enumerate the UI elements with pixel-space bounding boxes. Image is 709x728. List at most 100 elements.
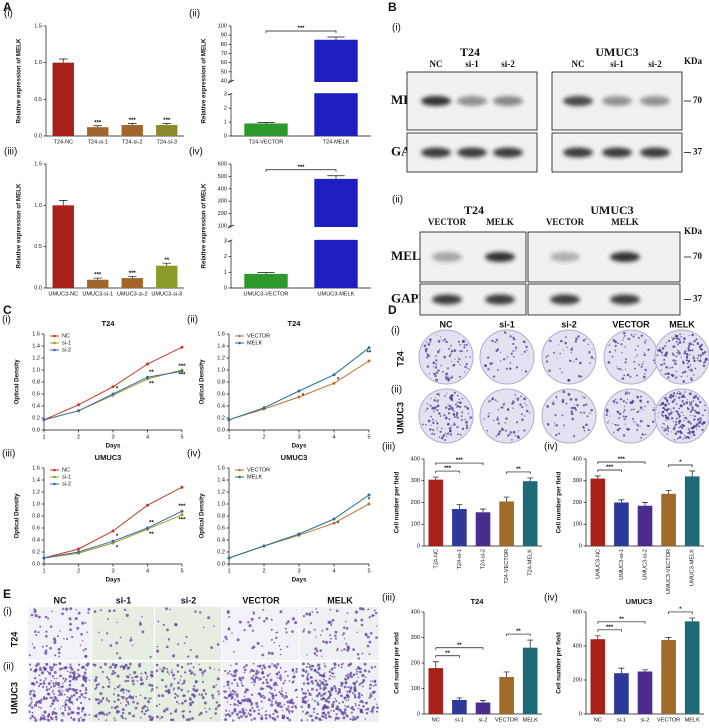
colony bbox=[689, 349, 692, 352]
colony bbox=[509, 362, 512, 364]
cell bbox=[353, 694, 357, 697]
panel-label: (i) bbox=[2, 315, 11, 326]
cell bbox=[35, 680, 39, 684]
cell bbox=[365, 712, 369, 715]
cell bbox=[182, 716, 185, 719]
x-tick-label: T24-VECTOR bbox=[249, 139, 284, 145]
y-tick-label: 0 bbox=[417, 543, 420, 549]
cell bbox=[336, 647, 339, 650]
colony bbox=[524, 370, 528, 373]
cell bbox=[361, 673, 365, 678]
cell bbox=[364, 676, 367, 679]
y-tick-label: 0.0 bbox=[217, 561, 225, 567]
colony bbox=[464, 418, 466, 421]
cell bbox=[250, 718, 253, 721]
colony bbox=[554, 422, 556, 424]
transwell-row-index: (ii) bbox=[3, 662, 14, 673]
colony bbox=[697, 354, 700, 357]
colony bbox=[664, 373, 667, 376]
colony bbox=[553, 351, 556, 354]
cell bbox=[106, 699, 109, 702]
colony bbox=[443, 413, 445, 416]
colony bbox=[526, 349, 528, 351]
cell bbox=[356, 652, 360, 656]
x-tick-label: T24-si-3 bbox=[156, 139, 177, 145]
cell bbox=[368, 696, 371, 699]
colony bbox=[614, 423, 616, 426]
colony bbox=[644, 373, 646, 375]
significance: * bbox=[368, 498, 371, 504]
cell bbox=[306, 711, 309, 715]
colony bbox=[438, 412, 441, 415]
colony bbox=[668, 367, 671, 369]
colony bbox=[688, 401, 691, 404]
colony bbox=[562, 390, 566, 394]
cell bbox=[189, 702, 192, 705]
colony bbox=[443, 338, 447, 341]
cell bbox=[243, 629, 246, 632]
cell bbox=[320, 683, 323, 686]
bar bbox=[684, 476, 700, 546]
cell bbox=[225, 638, 228, 641]
colony bbox=[435, 371, 439, 374]
cell bbox=[257, 708, 260, 711]
significance: ** bbox=[149, 382, 154, 388]
colony bbox=[633, 408, 635, 410]
error-bar bbox=[689, 470, 696, 477]
cell bbox=[109, 644, 113, 647]
cell bbox=[284, 627, 287, 630]
cell bbox=[314, 716, 318, 720]
cell bbox=[262, 676, 265, 679]
colony bbox=[466, 406, 469, 410]
cell bbox=[274, 699, 277, 702]
bar bbox=[428, 479, 444, 546]
cell bbox=[283, 703, 286, 706]
colony bbox=[627, 393, 629, 395]
cell bbox=[155, 704, 158, 707]
colony bbox=[458, 398, 460, 401]
comparison-bracket bbox=[265, 169, 337, 172]
transwell-image bbox=[222, 607, 299, 660]
x-tick-label: 3 bbox=[297, 568, 300, 574]
cell bbox=[361, 701, 364, 704]
cell bbox=[172, 689, 175, 691]
cell bbox=[33, 703, 38, 707]
y-tick-label: 0.0 bbox=[32, 427, 40, 433]
cell bbox=[33, 676, 37, 680]
y-tick-label: 1.0 bbox=[32, 367, 40, 373]
colony bbox=[446, 367, 449, 370]
colony bbox=[516, 435, 519, 438]
colony bbox=[665, 365, 668, 369]
cell bbox=[357, 676, 359, 679]
point bbox=[77, 409, 80, 413]
cell bbox=[217, 703, 221, 707]
colony bbox=[702, 361, 705, 364]
blot-band bbox=[602, 96, 632, 106]
cell bbox=[170, 683, 173, 686]
cell bbox=[116, 621, 118, 624]
cell bbox=[246, 715, 249, 717]
colony bbox=[659, 403, 662, 406]
colony bbox=[465, 420, 468, 424]
colony bbox=[580, 411, 582, 414]
panel-letter: B bbox=[388, 0, 397, 14]
colony bbox=[434, 366, 438, 369]
cell bbox=[278, 644, 281, 647]
error-bar bbox=[480, 508, 486, 513]
y-tick-label: 1.6 bbox=[32, 465, 40, 471]
cell bbox=[311, 682, 314, 685]
cell bbox=[293, 675, 296, 678]
colony bbox=[447, 422, 450, 426]
colony bbox=[642, 409, 644, 411]
cell bbox=[356, 631, 358, 633]
cell bbox=[278, 676, 283, 680]
cell bbox=[360, 618, 364, 622]
colony bbox=[672, 337, 675, 340]
colony bbox=[686, 375, 688, 377]
colony bbox=[684, 396, 686, 398]
cell bbox=[308, 665, 312, 669]
legend-label: MELK bbox=[247, 474, 263, 480]
cell bbox=[330, 637, 332, 640]
cell bbox=[337, 688, 341, 691]
colony bbox=[510, 438, 513, 441]
